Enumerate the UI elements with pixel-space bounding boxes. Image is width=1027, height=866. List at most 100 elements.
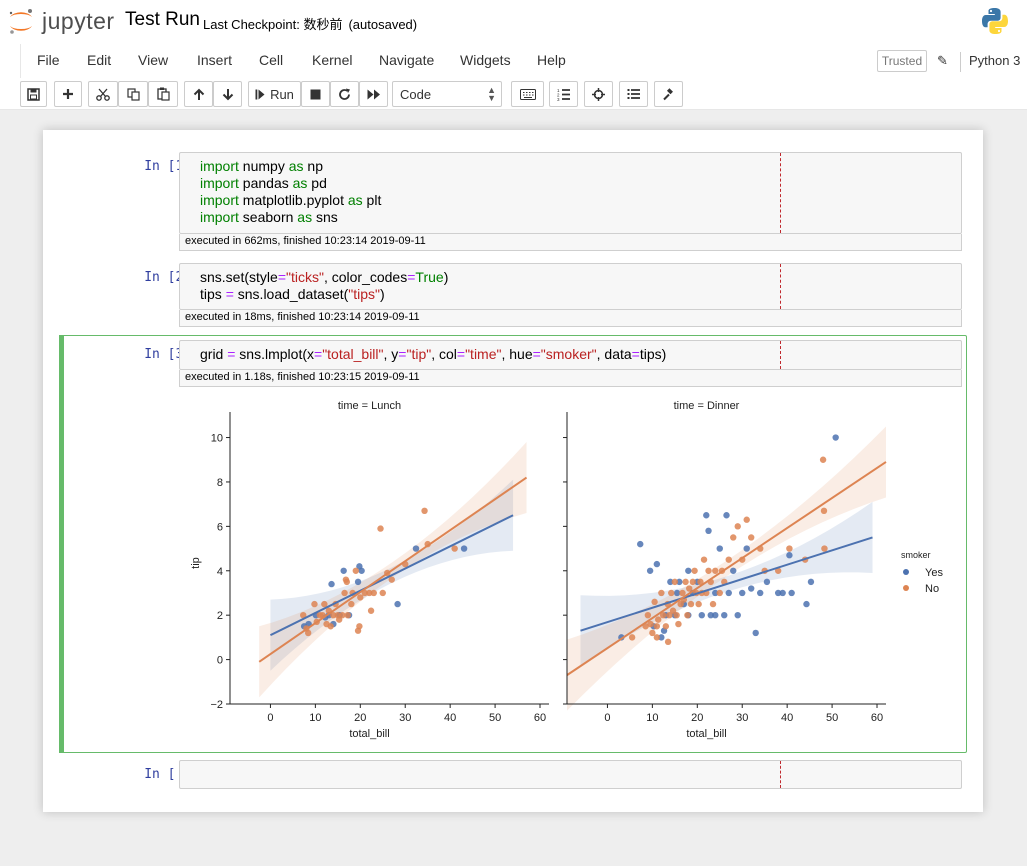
data-point-no [666, 611, 673, 619]
copy-button[interactable] [118, 81, 148, 107]
x-tick-label: 20 [354, 712, 366, 724]
save-icon [27, 87, 40, 101]
data-point-no [820, 507, 828, 515]
data-point-yes [763, 578, 771, 586]
save-button[interactable] [20, 81, 47, 107]
selected-cell-bar [59, 335, 64, 753]
move-down-button[interactable] [213, 81, 242, 107]
move-up-button[interactable] [184, 81, 213, 107]
menu-file[interactable]: File [37, 52, 60, 68]
menu-edit[interactable]: Edit [87, 52, 112, 68]
menu-view[interactable]: View [138, 52, 169, 68]
data-point-no [327, 623, 334, 630]
panel-dinner: 0 10 20 30 40 50 60 time = Dinner total_bill [563, 400, 887, 740]
numbered-list-icon: 123 [557, 88, 570, 101]
data-point-no [659, 611, 667, 619]
code-cell-3-selected[interactable]: In [3]: grid = sns.lmplot(x="total_bill"… [59, 335, 967, 753]
menu-help[interactable]: Help [537, 52, 566, 68]
data-point-no [669, 607, 677, 614]
x-tick-label: 0 [267, 712, 273, 724]
data-point-no [821, 545, 828, 552]
data-point-no [743, 516, 750, 523]
y-tick-label: 0 [217, 655, 223, 667]
keyboard-icon [519, 88, 536, 100]
notebook-header: jupyter Test Run Last Checkpoint: 数秒前 (au… [0, 0, 1027, 110]
menu-widgets[interactable]: Widgets [460, 52, 511, 68]
notebook-title[interactable]: Test Run [125, 9, 200, 30]
data-point-no [655, 616, 662, 623]
interrupt-button[interactable] [301, 81, 330, 107]
data-point-yes [707, 611, 714, 619]
data-point-no [774, 567, 782, 574]
code-editor[interactable]: import numpy as np import pandas as pd i… [179, 152, 962, 234]
execution-info: executed in 1.18s, finished 10:23:15 201… [179, 370, 962, 387]
regression-line-no [258, 476, 528, 663]
data-point-no [682, 578, 689, 586]
menu-kernel[interactable]: Kernel [312, 52, 353, 68]
run-button[interactable]: Run [248, 81, 301, 107]
code-text[interactable]: import numpy as np import pandas as pd i… [200, 158, 381, 226]
data-point-no [677, 600, 684, 608]
x-tick-label: 40 [781, 712, 793, 724]
cell-type-select[interactable]: Code ▲ ▼ [392, 81, 502, 107]
data-point-no [662, 623, 670, 630]
code-cell-2[interactable]: In [2]: sns.set(style="ticks", color_cod… [59, 263, 963, 329]
cut-button[interactable] [88, 81, 118, 107]
menu-insert[interactable]: Insert [197, 52, 233, 68]
insert-cell-button[interactable] [54, 81, 82, 107]
data-point-yes [752, 629, 759, 637]
data-point-no [421, 507, 428, 515]
data-point-no [357, 594, 364, 601]
data-point-yes [721, 611, 728, 619]
panel-title: time = Lunch [338, 400, 401, 412]
menu-cell[interactable]: Cell [259, 52, 284, 68]
data-point-no [691, 567, 698, 574]
x-axis-label: total_bill [686, 728, 726, 740]
y-tick-label: −2 [210, 699, 223, 711]
notebook-container: In [1]: import numpy as np import pandas… [43, 130, 983, 812]
paste-button[interactable] [148, 81, 178, 107]
regression-line-no [566, 461, 887, 676]
data-point-yes [743, 545, 750, 552]
x-tick-label: 50 [826, 712, 838, 724]
code-cell-4-empty[interactable]: In [ ]: [59, 760, 963, 790]
code-editor[interactable]: sns.set(style="ticks", color_codes=True)… [179, 263, 962, 310]
data-point-yes [756, 589, 764, 597]
data-point-yes [354, 578, 362, 586]
data-point-yes [774, 589, 782, 597]
code-editor[interactable]: grid = sns.lmplot(x="total_bill", y="tip… [179, 340, 962, 370]
step-forward-icon [255, 89, 265, 99]
code-cell-1[interactable]: In [1]: import numpy as np import pandas… [59, 152, 963, 252]
menu-navigate[interactable]: Navigate [379, 52, 435, 68]
gavel-button[interactable] [654, 81, 683, 107]
code-text[interactable]: sns.set(style="ticks", color_codes=True)… [200, 269, 448, 303]
panel-title: time = Dinner [674, 400, 740, 412]
y-tick-label: 4 [217, 566, 223, 578]
data-point-yes [460, 545, 468, 552]
jupyter-logo[interactable]: jupyter [6, 6, 116, 34]
code-text[interactable]: grid = sns.lmplot(x="total_bill", y="tip… [200, 346, 666, 363]
data-point-no [649, 629, 656, 637]
data-point-no [366, 589, 373, 597]
data-point-yes [725, 589, 732, 597]
data-point-no [684, 611, 691, 619]
line-length-ruler [780, 264, 781, 309]
edit-pencil-icon[interactable]: ✎ [937, 53, 948, 68]
data-point-no [687, 600, 695, 608]
data-point-yes [653, 560, 661, 568]
crosshair-button[interactable] [584, 81, 613, 107]
code-editor[interactable] [179, 760, 962, 789]
restart-button[interactable] [330, 81, 359, 107]
list-icon [627, 89, 640, 99]
data-point-no [370, 589, 377, 597]
data-point-yes [673, 589, 681, 597]
x-tick-label: 30 [736, 712, 748, 724]
list-button[interactable] [619, 81, 648, 107]
restart-run-all-button[interactable] [359, 81, 388, 107]
kernel-name[interactable]: Python 3 [969, 53, 1021, 68]
legend-label-yes: Yes [925, 567, 943, 579]
command-palette-button[interactable] [511, 81, 544, 107]
data-point-yes [340, 567, 347, 574]
trusted-indicator[interactable]: Trusted [877, 50, 927, 72]
